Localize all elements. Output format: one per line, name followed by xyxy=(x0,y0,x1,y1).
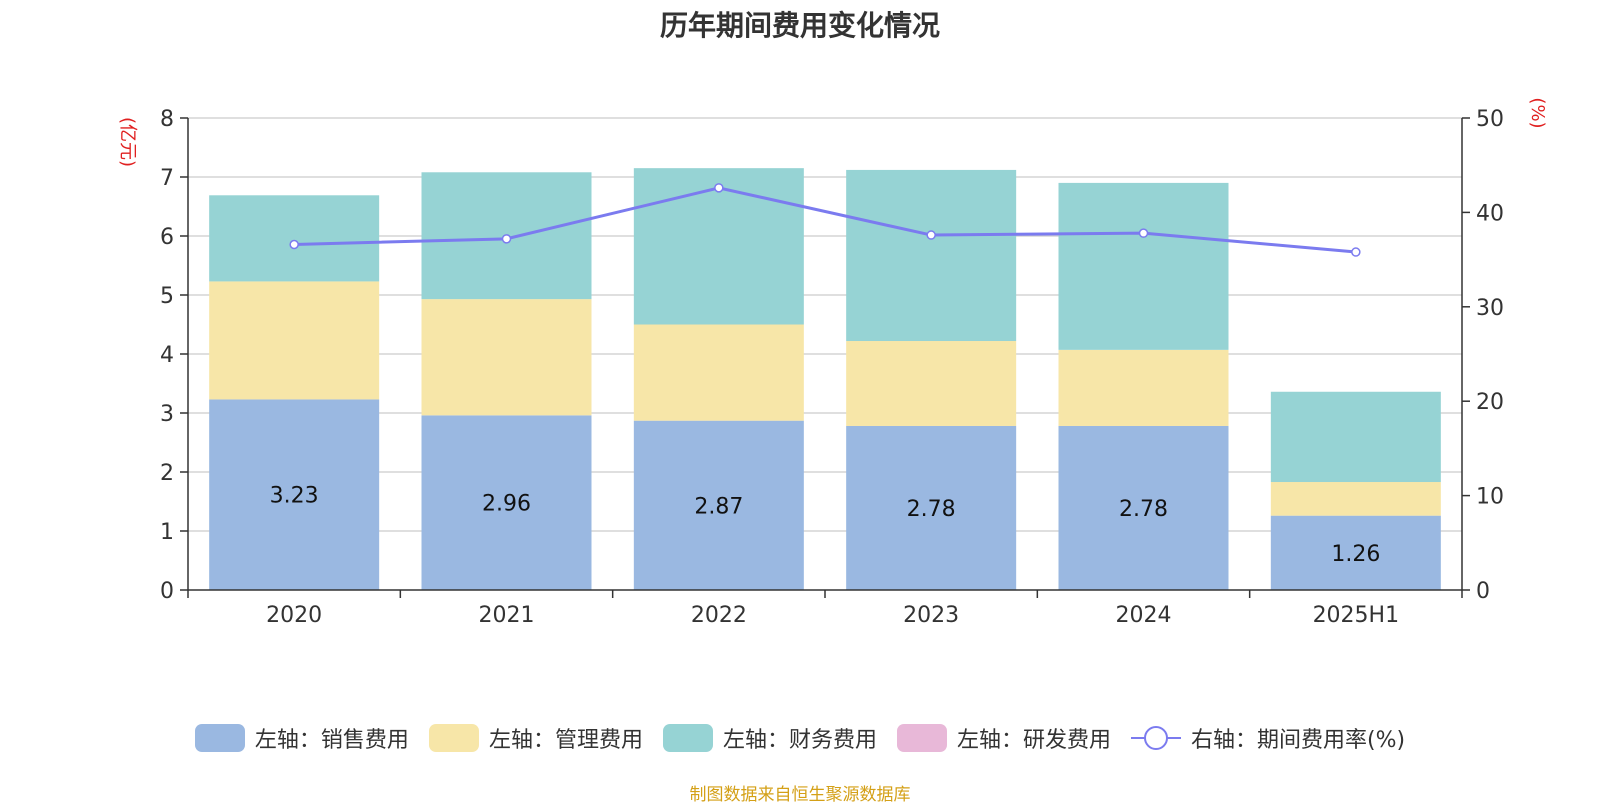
bar-segment xyxy=(1058,349,1229,426)
legend-item[interactable]: 左轴：研发费用 xyxy=(896,722,1111,754)
left-tick-label: 1 xyxy=(160,520,174,545)
legend-label: 左轴：财务费用 xyxy=(722,728,877,753)
bar-segment xyxy=(421,415,592,590)
right-tick-label: 30 xyxy=(1476,296,1504,321)
bar-data-label: 2.87 xyxy=(694,494,743,519)
left-tick-label: 3 xyxy=(160,402,174,427)
bar-segment xyxy=(633,324,804,421)
bar-segment xyxy=(209,281,380,400)
legend-item[interactable]: 左轴：管理费用 xyxy=(428,722,643,754)
bar-segment xyxy=(421,299,592,416)
legend-item[interactable]: 右轴：期间费用率(%) xyxy=(1130,722,1406,754)
bar-data-label: 1.26 xyxy=(1331,542,1380,567)
chart-title: 历年期间费用变化情况 xyxy=(659,9,940,42)
line-point xyxy=(501,234,512,244)
left-tick-label: 4 xyxy=(160,343,174,368)
axes: 0 1 2 3 4 5 6 7 8 0 10 20 30 40 50 (亿元) (%) 2020 2021 2022 2… xyxy=(117,97,1548,628)
legend-item[interactable]: 左轴：财务费用 xyxy=(662,722,877,754)
legend-swatch xyxy=(662,724,713,752)
x-tick-label: 2020 xyxy=(266,603,322,628)
x-tick-label: 2022 xyxy=(691,603,747,628)
legend-label: 右轴：期间费用率(%) xyxy=(1190,728,1406,753)
x-tick-label: 2021 xyxy=(479,603,535,628)
legend-line-marker xyxy=(1130,724,1181,752)
right-tick-label: 0 xyxy=(1476,579,1490,604)
x-tick-label: 2024 xyxy=(1116,603,1172,628)
legend-swatch xyxy=(194,724,245,752)
right-tick-label: 40 xyxy=(1476,201,1504,226)
left-tick-label: 8 xyxy=(160,107,174,132)
legend-label: 左轴：管理费用 xyxy=(488,728,643,753)
bar-segment xyxy=(209,195,380,282)
bar-segment xyxy=(1058,182,1229,350)
line-point xyxy=(289,239,299,250)
legend-item[interactable]: 左轴：销售费用 xyxy=(194,722,409,754)
legend-swatch xyxy=(428,724,479,752)
bar-segment xyxy=(1270,482,1441,516)
line-point xyxy=(1138,228,1149,238)
x-tick-label: 2025H1 xyxy=(1313,603,1400,628)
right-tick-label: 10 xyxy=(1476,485,1504,510)
x-tick-label: 2023 xyxy=(903,603,959,628)
bar-segment xyxy=(846,169,1017,342)
source-note: 制图数据来自恒生聚源数据库 xyxy=(689,785,911,805)
left-tick-label: 5 xyxy=(160,284,174,309)
left-axis-unit: (亿元) xyxy=(117,117,138,167)
legend: 左轴：销售费用 左轴：管理费用 左轴：财务费用 左轴：研发费用 右轴：期间费用率(%) xyxy=(0,722,1600,754)
bar-segment xyxy=(633,168,804,325)
bar-segment xyxy=(209,399,380,590)
bar-data-label: 2.96 xyxy=(482,492,531,517)
right-axis-unit: (%) xyxy=(1527,97,1548,128)
right-tick-label: 50 xyxy=(1476,107,1504,132)
right-tick-label: 20 xyxy=(1476,390,1504,415)
bar-segment xyxy=(846,425,1017,590)
bar-data-label: 3.23 xyxy=(270,484,319,509)
line-point xyxy=(714,183,724,193)
line-point xyxy=(1351,247,1361,257)
data-labels: 3.23 2.96 2.87 2.78 2.78 1.26 xyxy=(270,484,1381,567)
bar-data-label: 2.78 xyxy=(1119,497,1168,522)
bar-segment xyxy=(1058,425,1229,590)
grid-lines xyxy=(188,117,1462,532)
chart-canvas: 0 1 2 3 4 5 6 7 8 0 10 20 30 40 50 (亿元) (%) 2020 2021 2022 2… xyxy=(117,97,1548,628)
line-point xyxy=(926,230,936,240)
bar-segment xyxy=(1270,391,1441,483)
left-tick-label: 6 xyxy=(160,225,174,250)
legend-label: 左轴：研发费用 xyxy=(956,728,1111,753)
left-tick-label: 0 xyxy=(160,579,174,604)
bar-segment xyxy=(633,420,804,590)
bar-data-label: 2.78 xyxy=(907,497,956,522)
legend-swatch xyxy=(896,724,947,752)
line-layer xyxy=(289,183,1361,257)
left-tick-label: 7 xyxy=(160,166,174,191)
line-series xyxy=(294,186,1356,254)
bar-segment xyxy=(846,341,1017,426)
bar-segment xyxy=(1270,515,1441,590)
legend-label: 左轴：销售费用 xyxy=(254,728,409,753)
left-tick-label: 2 xyxy=(160,461,174,486)
bar-layer xyxy=(209,168,1441,590)
